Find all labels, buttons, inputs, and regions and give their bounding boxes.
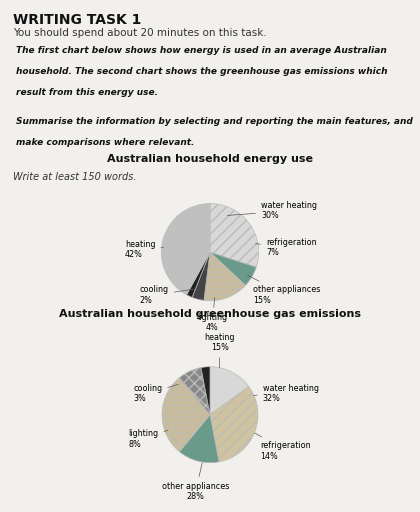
Text: refrigeration
7%: refrigeration 7% [255, 238, 317, 257]
Text: heating
15%: heating 15% [205, 333, 235, 368]
Text: water heating
30%: water heating 30% [227, 201, 317, 221]
Text: WRITING TASK 1: WRITING TASK 1 [13, 13, 141, 27]
Wedge shape [161, 204, 210, 295]
Wedge shape [192, 252, 210, 301]
Title: Australian household greenhouse gas emissions: Australian household greenhouse gas emis… [59, 309, 361, 319]
Wedge shape [210, 204, 259, 267]
Wedge shape [179, 415, 219, 463]
Text: The first chart below shows how energy is used in an average Australian: The first chart below shows how energy i… [16, 46, 387, 55]
Wedge shape [201, 367, 210, 415]
Text: make comparisons where relevant.: make comparisons where relevant. [16, 138, 195, 146]
Wedge shape [210, 387, 258, 462]
Text: refrigeration
14%: refrigeration 14% [255, 433, 311, 460]
Text: other appliances
28%: other appliances 28% [162, 463, 229, 501]
Text: cooling
3%: cooling 3% [133, 383, 178, 403]
Text: Write at least 150 words.: Write at least 150 words. [13, 172, 136, 182]
Wedge shape [210, 252, 256, 286]
Text: household. The second chart shows the greenhouse gas emissions which: household. The second chart shows the gr… [16, 67, 388, 76]
Text: heating
42%: heating 42% [125, 240, 163, 260]
Wedge shape [204, 252, 245, 301]
Text: You should spend about 20 minutes on this task.: You should spend about 20 minutes on thi… [13, 28, 266, 38]
Text: lighting
8%: lighting 8% [129, 429, 168, 449]
Wedge shape [186, 252, 210, 297]
Text: Summarise the information by selecting and reporting the main features, and: Summarise the information by selecting a… [16, 117, 413, 126]
Text: lighting
4%: lighting 4% [197, 298, 228, 332]
Wedge shape [210, 367, 249, 415]
Text: other appliances
15%: other appliances 15% [247, 275, 320, 305]
Text: result from this energy use.: result from this energy use. [16, 88, 158, 97]
Text: cooling
2%: cooling 2% [139, 285, 195, 305]
Wedge shape [162, 378, 210, 452]
Text: water heating
32%: water heating 32% [254, 383, 319, 403]
Title: Australian household energy use: Australian household energy use [107, 154, 313, 164]
Wedge shape [179, 368, 210, 415]
